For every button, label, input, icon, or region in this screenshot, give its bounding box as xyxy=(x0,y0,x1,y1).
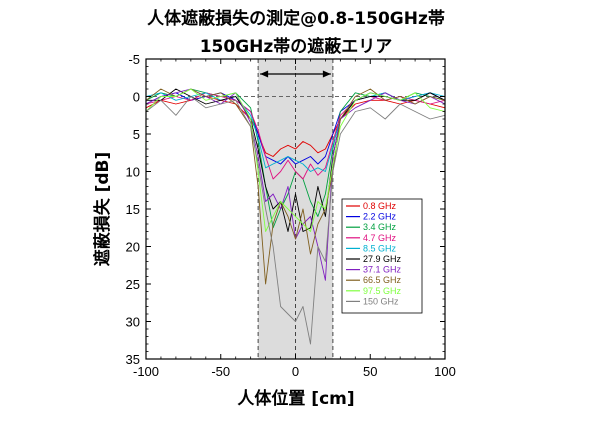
y-tick-label: 0 xyxy=(133,90,140,105)
legend-entry: 3.4 GHz xyxy=(363,222,397,232)
legend-entry: 0.8 GHz xyxy=(363,201,397,211)
legend-entry: 66.5 GHz xyxy=(363,275,402,285)
series-line-97-5-ghz xyxy=(145,88,446,232)
y-tick-label: -5 xyxy=(128,52,140,67)
legend-entry: 2.2 GHz xyxy=(363,212,397,222)
chart-subtitle: 150GHz帯の遮蔽エリア xyxy=(200,36,393,57)
y-tick-label: 15 xyxy=(126,202,140,217)
legend-entry: 8.5 GHz xyxy=(363,243,397,253)
legend-entry: 27.9 GHz xyxy=(363,254,402,264)
legend-box xyxy=(341,198,423,314)
y-tick-label: 30 xyxy=(126,315,140,330)
shielding-range-arrow xyxy=(260,70,331,78)
series-line-150-ghz xyxy=(145,96,446,345)
chart-title: 人体遮蔽損失の測定@0.8-150GHz帯 xyxy=(147,8,445,29)
series-line-66-5-ghz xyxy=(145,88,446,285)
x-tick-label: -50 xyxy=(211,364,230,379)
y-tick-label: 20 xyxy=(126,240,140,255)
range-arrow-head-right xyxy=(322,70,331,78)
x-tick-label: 0 xyxy=(292,364,299,379)
y-tick-label: 10 xyxy=(126,165,140,180)
legend-entry: 37.1 GHz xyxy=(363,265,402,275)
x-tick-label: -100 xyxy=(133,364,159,379)
x-axis-ticks: -100 -50 0 50 100 xyxy=(133,59,456,379)
y-tick-label: 25 xyxy=(126,277,140,292)
x-axis-label: 人体位置 [cm] xyxy=(237,388,354,409)
y-tick-label: 5 xyxy=(133,127,140,142)
series-line-4-7-ghz xyxy=(145,92,446,180)
y-axis-label: 遮蔽損失 [dB] xyxy=(92,152,113,267)
series-lines xyxy=(145,88,446,345)
y-axis-ticks: -5 0 5 10 15 20 25 30 35 xyxy=(126,52,445,367)
x-tick-label: 100 xyxy=(434,364,456,379)
range-arrow-head-left xyxy=(260,70,269,78)
legend-entry: 150 GHz xyxy=(363,296,399,306)
series-line-0-8-ghz xyxy=(145,96,446,157)
x-tick-label: 50 xyxy=(363,364,377,379)
y-tick-label: 35 xyxy=(126,352,140,367)
legend-entry: 97.5 GHz xyxy=(363,286,402,296)
legend-entry: 4.7 GHz xyxy=(363,233,397,243)
